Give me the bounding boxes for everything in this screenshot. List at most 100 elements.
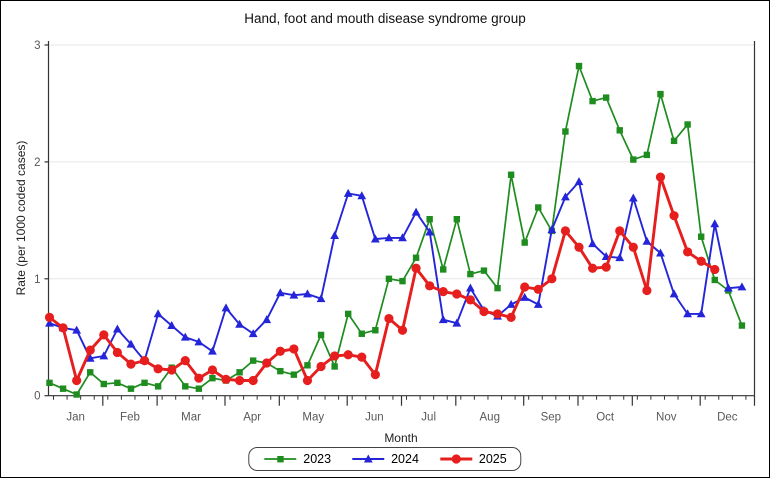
marker-2024 xyxy=(330,230,340,239)
marker-2025 xyxy=(99,330,109,340)
marker-2024 xyxy=(737,282,747,291)
marker-2025 xyxy=(194,373,204,383)
legend-label-2025: 2025 xyxy=(478,452,507,466)
marker-2024 xyxy=(561,192,570,201)
marker-2024 xyxy=(398,233,407,242)
marker-2025 xyxy=(547,274,557,284)
marker-2023 xyxy=(738,322,746,329)
marker-2025 xyxy=(58,323,68,333)
marker-2025 xyxy=(683,247,693,257)
marker-2025 xyxy=(696,256,706,266)
marker-2025 xyxy=(153,364,163,374)
marker-2025 xyxy=(207,365,218,375)
marker-2024 xyxy=(167,320,177,329)
marker-2023 xyxy=(494,284,501,292)
legend-item-2023: 2023 xyxy=(263,452,331,466)
marker-2024 xyxy=(425,227,435,236)
marker-2025 xyxy=(112,347,122,358)
marker-2025 xyxy=(438,287,448,297)
marker-2023 xyxy=(154,383,162,390)
marker-2025 xyxy=(615,226,625,236)
marker-2024 xyxy=(696,309,706,318)
marker-2025 xyxy=(655,172,666,182)
marker-2024 xyxy=(343,188,353,197)
marker-2025 xyxy=(479,306,489,317)
marker-2024 xyxy=(262,315,272,324)
month-label-may: May xyxy=(302,412,324,424)
marker-2024 xyxy=(126,339,136,348)
marker-2024 xyxy=(669,289,679,298)
marker-2023 xyxy=(73,391,80,398)
marker-2023 xyxy=(209,374,216,382)
y-tick-label: 3 xyxy=(34,40,40,52)
marker-2023 xyxy=(358,330,365,337)
legend: 2023 2024 2025 xyxy=(248,447,522,471)
marker-2025 xyxy=(628,242,638,252)
month-label-oct: Oct xyxy=(596,412,615,424)
marker-2023 xyxy=(372,327,379,334)
marker-2023 xyxy=(46,379,53,387)
month-label-jul: Jul xyxy=(421,412,436,424)
marker-2024 xyxy=(208,346,217,355)
marker-2024 xyxy=(180,332,190,341)
legend-marker-2023 xyxy=(264,456,297,463)
marker-2025 xyxy=(533,284,543,294)
marker-2025 xyxy=(425,281,435,291)
marker-2023 xyxy=(426,215,433,223)
marker-2024 xyxy=(235,319,244,328)
y-tick-label: 0 xyxy=(34,391,40,403)
chart-title: Hand, foot and mouth disease syndrome gr… xyxy=(244,11,525,26)
marker-2023 xyxy=(87,369,94,376)
marker-2024 xyxy=(99,351,109,360)
month-label-sep: Sep xyxy=(541,412,561,424)
month-label-feb: Feb xyxy=(120,412,140,424)
marker-2024 xyxy=(574,177,584,186)
marker-2025 xyxy=(710,264,720,275)
marker-2024 xyxy=(194,337,204,346)
marker-2023 xyxy=(277,367,284,375)
marker-2023 xyxy=(521,239,528,246)
marker-2024 xyxy=(275,288,285,297)
month-label-aug: Aug xyxy=(480,412,500,424)
marker-2023 xyxy=(507,171,515,178)
marker-2023 xyxy=(670,137,678,145)
marker-2023 xyxy=(535,204,542,211)
month-label-nov: Nov xyxy=(656,412,677,424)
marker-2025 xyxy=(85,345,95,355)
marker-2024 xyxy=(520,292,530,301)
plot-area: 0 1 2 3 Jan Feb Mar Apr May Jun Jul Aug Sep Oct Nov Dec xyxy=(34,40,756,424)
marker-2024 xyxy=(723,283,733,292)
marker-2025 xyxy=(492,309,503,319)
y-tick-label: 2 xyxy=(34,157,40,169)
marker-2023 xyxy=(684,121,691,128)
marker-2024 xyxy=(465,283,475,292)
marker-2025 xyxy=(384,313,394,324)
marker-2024 xyxy=(710,219,720,228)
marker-2024 xyxy=(45,318,54,327)
marker-2024 xyxy=(628,193,638,202)
marker-2024 xyxy=(221,303,231,312)
marker-2024 xyxy=(112,324,122,333)
marker-2023 xyxy=(440,266,447,273)
marker-2024 xyxy=(683,309,693,318)
legend-marker-2024 xyxy=(352,454,385,463)
marker-2023 xyxy=(575,62,583,70)
marker-2025 xyxy=(587,263,598,273)
marker-2024 xyxy=(506,299,516,308)
marker-2024 xyxy=(289,290,299,299)
marker-2023 xyxy=(630,156,637,163)
marker-2025 xyxy=(520,282,530,292)
marker-2024 xyxy=(153,309,163,318)
marker-2023 xyxy=(236,369,243,376)
marker-2024 xyxy=(357,191,367,200)
marker-2024 xyxy=(384,233,394,242)
x-axis-title: Month xyxy=(384,431,417,445)
series-line-2023 xyxy=(48,65,743,396)
marker-2025 xyxy=(221,374,231,384)
marker-2025 xyxy=(330,351,340,361)
marker-2023 xyxy=(385,275,393,282)
marker-2025 xyxy=(370,370,380,380)
month-label-dec: Dec xyxy=(717,412,738,424)
